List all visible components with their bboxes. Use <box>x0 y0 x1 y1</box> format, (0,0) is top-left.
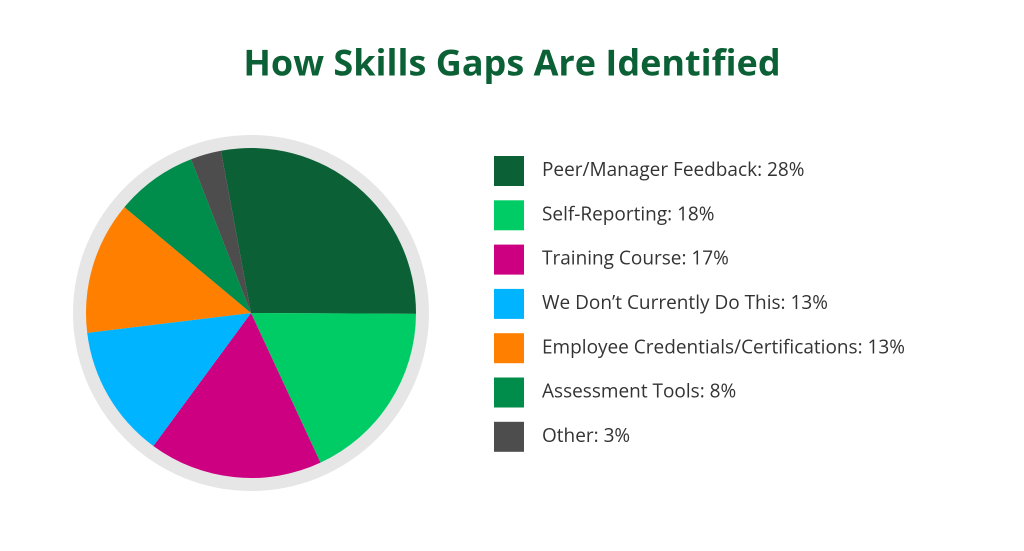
legend-label: Employee Credentials/Certifications: 13% <box>542 333 905 359</box>
legend-swatch <box>494 333 524 364</box>
pie-slice <box>251 313 416 463</box>
legend-swatch <box>494 421 524 452</box>
pie-slice <box>87 313 251 446</box>
pie-slice <box>220 148 416 314</box>
legend-label: We Don’t Currently Do This: 13% <box>542 289 828 315</box>
legend-label: Assessment Tools: 8% <box>542 378 736 404</box>
legend-swatch <box>494 244 524 275</box>
legend-swatch <box>494 377 524 408</box>
legend-label: Other: 3% <box>542 422 630 448</box>
legend-label: Peer/Manager Feedback: 28% <box>542 156 804 182</box>
legend-swatch <box>494 200 524 231</box>
legend-label: Training Course: 17% <box>542 245 729 271</box>
legend-swatch <box>494 288 524 319</box>
pie-slice <box>124 159 251 313</box>
chart-title: How Skills Gaps Are Identified <box>243 38 780 87</box>
pie-slice <box>191 150 251 313</box>
pie-slice <box>153 313 321 479</box>
pie-slice <box>86 207 251 333</box>
legend-swatch <box>494 156 524 186</box>
legend-label: Self-Reporting: 18% <box>542 200 715 226</box>
